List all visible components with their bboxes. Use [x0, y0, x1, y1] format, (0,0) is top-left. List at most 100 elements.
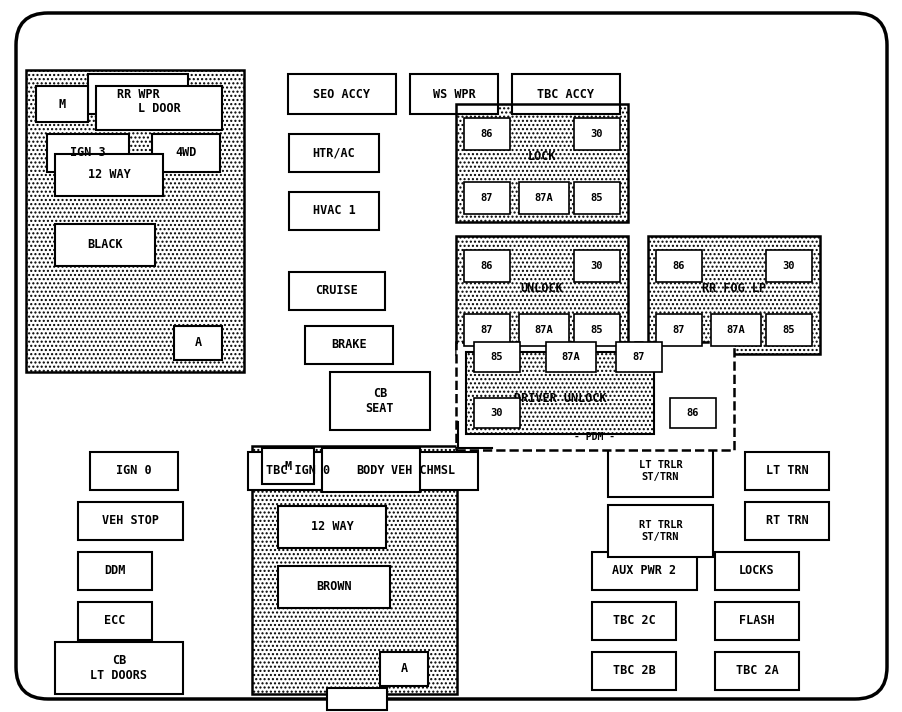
Bar	[289, 272, 384, 310]
Bar	[47, 134, 129, 172]
Text: RT TRN: RT TRN	[765, 515, 807, 528]
Text: LOCK: LOCK	[527, 150, 556, 164]
Bar	[592, 652, 676, 690]
Bar	[26, 70, 244, 372]
Text: LOCKS: LOCKS	[739, 565, 774, 577]
Text: CB
LT DOORS: CB LT DOORS	[90, 654, 147, 682]
Bar	[574, 250, 620, 282]
Text: 87A: 87A	[534, 193, 553, 203]
Text: 87A: 87A	[726, 325, 744, 335]
Text: 12 WAY: 12 WAY	[310, 520, 353, 533]
Text: DDM: DDM	[105, 565, 125, 577]
Bar	[465, 352, 653, 434]
Bar	[248, 452, 347, 490]
Text: 30: 30	[590, 129, 603, 139]
Text: 86: 86	[686, 408, 698, 418]
Text: TBC 2B: TBC 2B	[612, 664, 655, 678]
Bar	[78, 552, 152, 590]
Bar	[90, 452, 178, 490]
Bar	[464, 250, 510, 282]
Text: 87: 87	[672, 325, 685, 335]
Bar	[474, 398, 520, 428]
Text: 85: 85	[782, 325, 795, 335]
Text: 86: 86	[480, 261, 492, 271]
Bar	[380, 652, 428, 686]
Bar	[607, 445, 713, 497]
Bar	[456, 104, 627, 222]
Text: HVAC 1: HVAC 1	[312, 204, 355, 217]
Text: RR FOG LP: RR FOG LP	[701, 283, 765, 295]
Text: ECC: ECC	[105, 614, 125, 627]
Text: - PDM -: - PDM -	[574, 432, 615, 442]
Bar	[289, 134, 379, 172]
Text: M: M	[284, 459, 291, 473]
Bar	[78, 602, 152, 640]
Bar	[322, 448, 419, 492]
Bar	[410, 74, 497, 114]
Bar	[519, 182, 568, 214]
Text: A: A	[400, 662, 407, 676]
Bar	[655, 250, 701, 282]
Text: TBC 2C: TBC 2C	[612, 614, 655, 627]
Text: 87: 87	[480, 325, 492, 335]
Text: BODY: BODY	[356, 464, 385, 476]
Bar	[252, 446, 456, 694]
Bar	[278, 506, 385, 548]
Bar	[592, 602, 676, 640]
Bar	[329, 372, 429, 430]
Text: TBC IGN 0: TBC IGN 0	[266, 464, 330, 478]
Bar	[464, 314, 510, 346]
Text: BRAKE: BRAKE	[331, 338, 366, 352]
Text: 86: 86	[672, 261, 685, 271]
Bar	[765, 314, 811, 346]
Text: RR WPR: RR WPR	[116, 88, 159, 100]
Bar	[744, 452, 828, 490]
Bar	[289, 192, 379, 230]
FancyBboxPatch shape	[16, 13, 886, 699]
Bar	[152, 134, 220, 172]
Text: 4WD: 4WD	[175, 147, 197, 159]
Text: AUX PWR 2: AUX PWR 2	[612, 565, 676, 577]
Bar	[55, 154, 163, 196]
Bar	[55, 224, 155, 266]
Text: VEH STOP: VEH STOP	[102, 515, 159, 528]
Text: SEO ACCY: SEO ACCY	[313, 88, 370, 100]
Text: IGN 0: IGN 0	[116, 464, 152, 478]
Bar	[464, 182, 510, 214]
Text: 87: 87	[632, 352, 645, 362]
Text: BLACK: BLACK	[87, 239, 123, 251]
Bar	[669, 398, 715, 428]
Bar	[714, 652, 798, 690]
Bar	[26, 70, 244, 372]
Bar	[714, 602, 798, 640]
Text: 87A: 87A	[534, 325, 553, 335]
Bar	[710, 314, 760, 346]
Bar	[744, 502, 828, 540]
Text: RT TRLR
ST/TRN: RT TRLR ST/TRN	[638, 520, 682, 542]
Bar	[607, 505, 713, 557]
Text: 85: 85	[490, 352, 502, 362]
Bar	[574, 182, 620, 214]
Text: 85: 85	[590, 193, 603, 203]
Bar	[327, 688, 387, 710]
Text: L DOOR: L DOOR	[137, 102, 180, 115]
Bar	[252, 446, 456, 694]
Bar	[262, 448, 314, 484]
Bar	[36, 86, 87, 122]
Text: FLASH: FLASH	[739, 614, 774, 627]
Bar	[615, 342, 661, 372]
Bar	[456, 342, 733, 450]
Bar	[288, 74, 396, 114]
Bar	[456, 236, 627, 354]
Bar	[465, 352, 653, 434]
Text: CB
SEAT: CB SEAT	[365, 387, 394, 415]
Bar	[592, 552, 696, 590]
Bar	[78, 502, 183, 540]
Bar	[278, 566, 390, 608]
Text: 87: 87	[480, 193, 492, 203]
Text: TBC ACCY: TBC ACCY	[537, 88, 594, 100]
Bar	[511, 74, 620, 114]
Text: DRIVER UNLOCK: DRIVER UNLOCK	[513, 392, 605, 404]
Bar	[174, 326, 222, 360]
Text: HTR/AC: HTR/AC	[312, 147, 355, 159]
